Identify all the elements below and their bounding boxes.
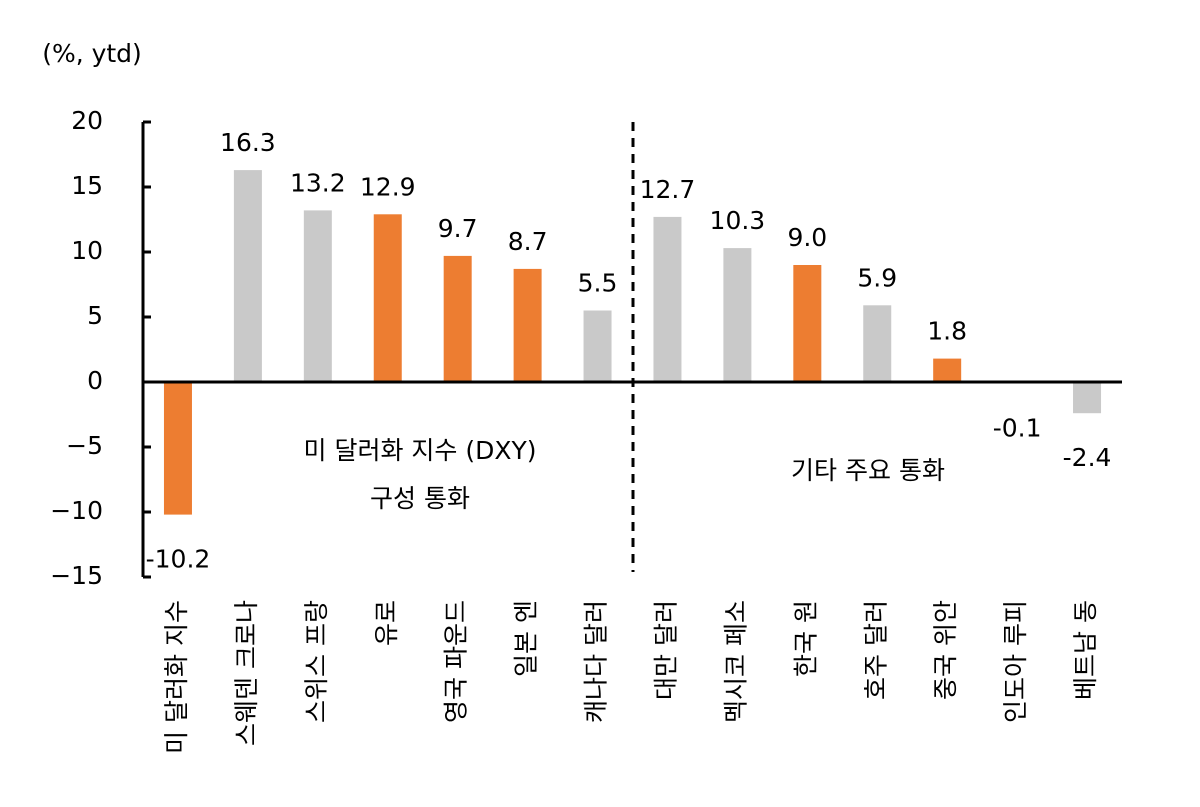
x-tick-label: 미 달러화 지수 [162, 600, 191, 754]
bar [443, 255, 472, 382]
x-tick-label: 멕시코 페소 [721, 600, 750, 723]
bar [373, 214, 402, 382]
y-tick-label: 20 [71, 106, 103, 135]
bar [793, 265, 822, 382]
annotation: 미 달러화 지수 (DXY) [304, 436, 537, 465]
y-tick-label: −5 [66, 431, 103, 460]
bar [513, 268, 542, 382]
x-tick-label: 스웨덴 크로나 [232, 600, 261, 746]
data-label: 13.2 [290, 168, 346, 197]
unit-label: (%, ytd) [42, 39, 142, 68]
data-label: 16.3 [220, 128, 276, 157]
bar [163, 382, 192, 515]
data-label: 12.9 [360, 172, 416, 201]
bar [233, 170, 262, 382]
y-tick-label: 10 [71, 236, 103, 265]
y-tick-label: −15 [50, 561, 103, 590]
x-tick-label: 캐나다 달러 [582, 600, 611, 723]
x-tick-label: 영국 파운드 [442, 600, 471, 723]
annotation: 기타 주요 통화 [791, 456, 945, 485]
x-tick-label: 베트남 동 [1071, 600, 1100, 700]
data-label: 9.0 [787, 223, 827, 252]
x-tick-label: 일본 엔 [512, 600, 541, 677]
bar [583, 310, 612, 382]
data-label: -2.4 [1063, 443, 1112, 472]
x-tick-label: 한국 원 [791, 600, 820, 677]
data-label: -0.1 [993, 413, 1042, 442]
bar [863, 305, 892, 382]
y-tick-label: 5 [87, 301, 103, 330]
x-tick-label: 중국 위안 [931, 600, 960, 700]
x-tick-label: 스위스 프랑 [302, 600, 331, 723]
y-tick-label: 15 [71, 171, 103, 200]
data-label: 9.7 [438, 214, 478, 243]
bar [723, 248, 752, 382]
data-label: 12.7 [640, 175, 696, 204]
bar [1073, 382, 1102, 414]
y-tick-label: 0 [87, 366, 103, 395]
bar [303, 210, 332, 382]
y-tick-label: −10 [50, 496, 103, 525]
x-tick-label: 호주 달러 [861, 600, 890, 700]
data-label: -10.2 [146, 545, 211, 574]
data-label: 10.3 [710, 206, 766, 235]
x-tick-label: 대만 달러 [651, 600, 680, 700]
bar [653, 216, 682, 382]
x-tick-label: 인도아 루피 [1001, 600, 1030, 723]
data-label: 5.9 [857, 263, 897, 292]
x-tick-label: 유로 [372, 600, 401, 646]
bar [933, 358, 962, 382]
data-label: 8.7 [508, 227, 548, 256]
annotation: 구성 통화 [370, 484, 470, 513]
data-label: 1.8 [927, 317, 967, 346]
data-label: 5.5 [578, 269, 618, 298]
